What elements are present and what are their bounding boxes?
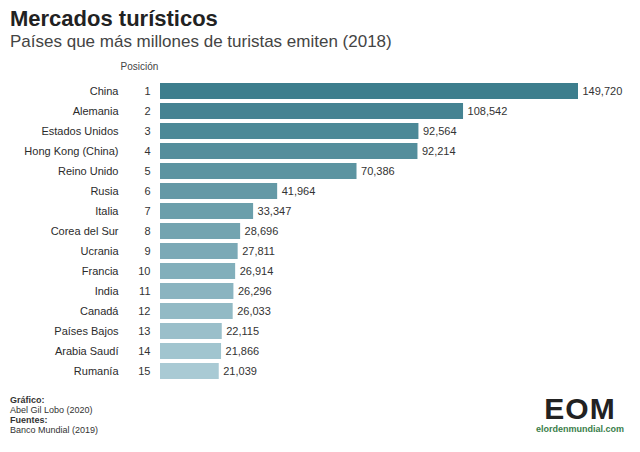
html-text:Fuentes:: Fuentes: xyxy=(10,415,48,425)
svg-text:China: China xyxy=(90,85,120,97)
svg-text:Estados Unidos: Estados Unidos xyxy=(41,125,119,137)
svg-text:Países Bajos: Países Bajos xyxy=(54,325,119,337)
svg-text:Francia: Francia xyxy=(82,265,120,277)
html-text:Países que más millones de tur: Países que más millones de turistas emit… xyxy=(10,32,392,51)
svg-text:4: 4 xyxy=(144,145,150,157)
svg-text:12: 12 xyxy=(138,305,150,317)
svg-text:5: 5 xyxy=(144,165,150,177)
svg-text:11: 11 xyxy=(139,285,150,297)
html-text:EOM: EOM xyxy=(544,392,616,425)
svg-text:70,386: 70,386 xyxy=(361,165,395,177)
svg-text:108,542: 108,542 xyxy=(468,105,508,117)
svg-text:41,964: 41,964 xyxy=(282,185,316,197)
svg-text:1: 1 xyxy=(144,85,150,97)
svg-text:92,564: 92,564 xyxy=(423,125,457,137)
svg-text:Alemania: Alemania xyxy=(73,105,120,117)
svg-text:3: 3 xyxy=(144,125,150,137)
svg-text:9: 9 xyxy=(144,245,150,257)
html-text:Abel Gil Lobo (2020): Abel Gil Lobo (2020) xyxy=(10,405,93,415)
svg-text:27,811: 27,811 xyxy=(242,245,275,257)
svg-text:India: India xyxy=(95,285,120,297)
svg-text:Rusia: Rusia xyxy=(90,185,119,197)
svg-text:149,720: 149,720 xyxy=(583,85,623,97)
svg-text:8: 8 xyxy=(144,225,150,237)
html-text:elordenmundial.com: elordenmundial.com xyxy=(536,424,624,434)
svg-text:Ucrania: Ucrania xyxy=(81,245,120,257)
svg-text:33,347: 33,347 xyxy=(258,205,292,217)
svg-text:Hong Kong (China): Hong Kong (China) xyxy=(24,145,118,157)
svg-text:22,115: 22,115 xyxy=(226,325,259,337)
svg-text:10: 10 xyxy=(138,265,150,277)
svg-text:Corea del Sur: Corea del Sur xyxy=(51,225,119,237)
svg-text:Arabia Saudí: Arabia Saudí xyxy=(55,345,119,357)
html-text:Mercados turísticos: Mercados turísticos xyxy=(10,6,218,31)
svg-text:26,914: 26,914 xyxy=(240,265,274,277)
svg-text:Canadá: Canadá xyxy=(80,305,119,317)
svg-text:Posición: Posición xyxy=(121,61,159,72)
svg-text:26,033: 26,033 xyxy=(237,305,271,317)
svg-text:Rumanía: Rumanía xyxy=(74,365,120,377)
svg-text:14: 14 xyxy=(138,345,150,357)
svg-text:21,866: 21,866 xyxy=(226,345,260,357)
html-text:Banco Mundial (2019): Banco Mundial (2019) xyxy=(10,425,99,435)
svg-text:15: 15 xyxy=(138,365,150,377)
svg-text:7: 7 xyxy=(144,205,150,217)
svg-text:92,214: 92,214 xyxy=(422,145,456,157)
svg-text:6: 6 xyxy=(144,185,150,197)
html-text:Gráfico:: Gráfico: xyxy=(10,395,45,405)
svg-text:21,039: 21,039 xyxy=(223,365,257,377)
svg-text:13: 13 xyxy=(138,325,150,337)
svg-text:2: 2 xyxy=(144,105,150,117)
svg-text:26,296: 26,296 xyxy=(238,285,272,297)
svg-text:Italia: Italia xyxy=(95,205,119,217)
svg-text:28,696: 28,696 xyxy=(245,225,279,237)
svg-text:Reino Unido: Reino Unido xyxy=(58,165,119,177)
